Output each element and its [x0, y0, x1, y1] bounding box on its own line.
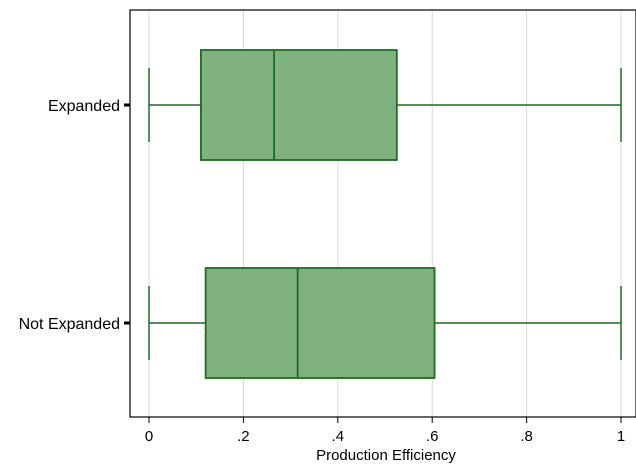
plot-frame — [129, 9, 636, 418]
x-tick-label: .8 — [520, 428, 533, 445]
x-tick-label: 1 — [617, 428, 625, 445]
x-tick-label: .6 — [426, 428, 439, 445]
x-axis-title: Production Efficiency — [316, 447, 456, 464]
x-axis-ticks: 0 .2 .4 .6 .8 1 — [145, 417, 625, 445]
y-category-label: Not Expanded — [19, 316, 120, 333]
x-tick-label: .2 — [237, 428, 250, 445]
boxes-layer — [148, 49, 622, 379]
x-tick-label: 0 — [145, 428, 153, 445]
y-axis-categories: Expanded Not Expanded — [19, 98, 130, 333]
y-category-label: Expanded — [48, 98, 120, 115]
box-iqr — [204, 267, 436, 379]
x-tick-label: .4 — [332, 428, 345, 445]
box-iqr — [200, 49, 398, 161]
